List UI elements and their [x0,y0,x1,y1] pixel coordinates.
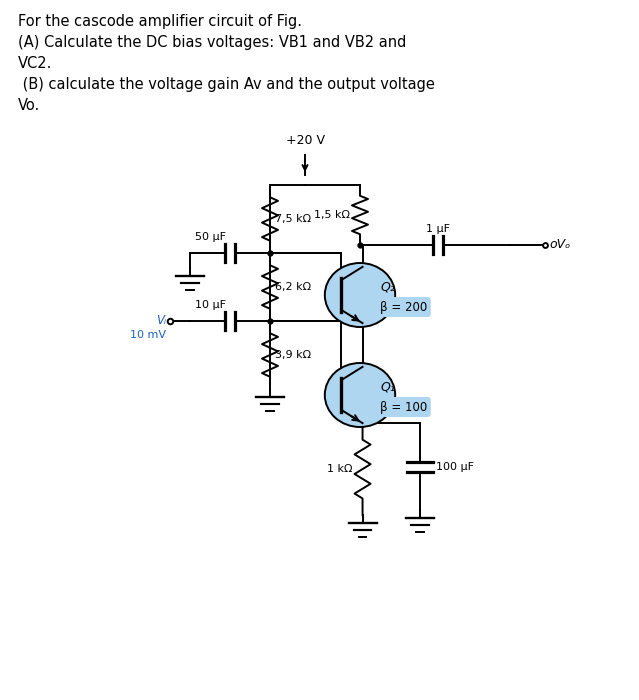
Text: Vo.: Vo. [18,98,40,113]
Text: Q₂: Q₂ [380,281,395,293]
Ellipse shape [325,263,395,327]
Text: β = 200: β = 200 [380,300,427,314]
Text: Q₁: Q₁ [380,381,395,393]
Text: VC2.: VC2. [18,56,52,71]
Text: 1,5 kΩ: 1,5 kΩ [314,210,350,220]
Text: +20 V: +20 V [286,134,325,147]
Text: 6,2 kΩ: 6,2 kΩ [275,282,311,292]
Text: 10 μF: 10 μF [195,300,226,310]
Text: 50 μF: 50 μF [195,232,226,242]
Text: 7,5 kΩ: 7,5 kΩ [275,214,311,224]
Text: 10 mV: 10 mV [130,330,166,340]
Text: 100 μF: 100 μF [436,461,474,472]
Text: 1 μF: 1 μF [426,224,449,234]
Text: For the cascode amplifier circuit of Fig.: For the cascode amplifier circuit of Fig… [18,14,302,29]
Text: 3,9 kΩ: 3,9 kΩ [275,350,311,360]
Text: Vᵢ: Vᵢ [156,314,166,326]
Text: β = 100: β = 100 [380,400,427,414]
Text: (B) calculate the voltage gain Av and the output voltage: (B) calculate the voltage gain Av and th… [18,77,435,92]
Text: (A) Calculate the DC bias voltages: VB1 and VB2 and: (A) Calculate the DC bias voltages: VB1 … [18,35,406,50]
Ellipse shape [325,363,395,427]
Text: oVₒ: oVₒ [549,239,570,251]
Text: 1 kΩ: 1 kΩ [327,464,353,474]
